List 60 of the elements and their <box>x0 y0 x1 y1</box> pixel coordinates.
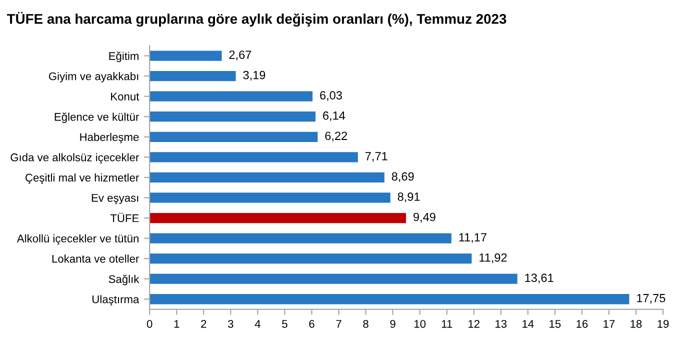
y-tick-label: Çeşitli mal ve hizmetler <box>26 173 140 184</box>
y-tick-label: Eğlence ve kültür <box>54 112 140 124</box>
x-tick-label: 16 <box>576 320 588 328</box>
bar <box>150 212 406 224</box>
bar <box>150 70 236 82</box>
x-tick-label: 3 <box>228 320 234 328</box>
x-tick-label: 14 <box>522 320 534 328</box>
bar <box>150 233 452 244</box>
y-tick-label: Lokanta ve oteller <box>52 254 140 263</box>
data-label: 11,92 <box>480 253 507 264</box>
bar <box>150 274 518 284</box>
data-label: 6,03 <box>320 91 342 101</box>
bar <box>150 294 630 304</box>
data-label: 13,61 <box>525 274 554 284</box>
x-tick-label: 18 <box>630 320 642 328</box>
bar <box>150 254 472 264</box>
x-tick-label: 8 <box>363 320 368 328</box>
y-tick-label: TÜFE <box>110 212 139 222</box>
bar <box>150 132 318 142</box>
y-tick-label: Konut <box>111 92 140 100</box>
x-tick-label: 5 <box>282 320 288 328</box>
x-tick-label: 2 <box>201 320 206 328</box>
x-tick-label: 6 <box>309 320 314 328</box>
bar <box>150 152 358 162</box>
x-tick-label: 19 <box>658 320 669 328</box>
y-tick-label: Giyim ve ayakkabı <box>48 72 138 82</box>
data-label: 2,67 <box>229 50 252 60</box>
bar <box>150 172 384 183</box>
x-tick-label: 9 <box>390 320 396 328</box>
y-tick-label: Ulaştırma <box>92 295 140 306</box>
data-label: 7,71 <box>365 152 388 162</box>
data-label: 17,75 <box>637 294 666 304</box>
data-label: 3,19 <box>243 70 266 81</box>
data-label: 8,91 <box>398 192 420 202</box>
bar <box>150 192 390 203</box>
y-tick-label: Ev eşyası <box>92 194 138 204</box>
y-tick-label: Haberleşme <box>80 132 139 144</box>
data-label: 11,17 <box>459 233 486 243</box>
x-tick-label: 7 <box>336 320 342 328</box>
x-tick-label: 1 <box>174 320 180 328</box>
x-tick-label: 15 <box>550 320 561 328</box>
data-label: 9,49 <box>414 212 436 223</box>
x-tick-label: 11 <box>442 320 452 328</box>
x-tick-label: 17 <box>604 320 615 328</box>
y-tick-label: Alkollü içecekler ve tütün <box>16 234 138 245</box>
data-label: 6,14 <box>323 111 346 122</box>
y-tick-label: Eğitim <box>109 52 138 62</box>
data-label: 8,69 <box>392 172 414 182</box>
y-tick-label: Sağlık <box>108 274 140 286</box>
x-tick-label: 12 <box>468 320 480 328</box>
x-tick-label: 0 <box>146 320 152 328</box>
bar <box>150 112 316 122</box>
x-tick-label: 10 <box>414 320 426 328</box>
x-tick-label: 4 <box>254 320 260 328</box>
bar <box>150 50 222 61</box>
data-label: 6,22 <box>325 132 347 142</box>
chart-title: TÜFE ana harcama gruplarına göre aylık değişim oranları (%), Temmuz 2023 <box>6 12 506 27</box>
x-tick-label: 13 <box>496 320 507 328</box>
y-tick-label: Gıda ve alkolsüz içecekler <box>10 153 140 164</box>
bar <box>150 91 313 102</box>
